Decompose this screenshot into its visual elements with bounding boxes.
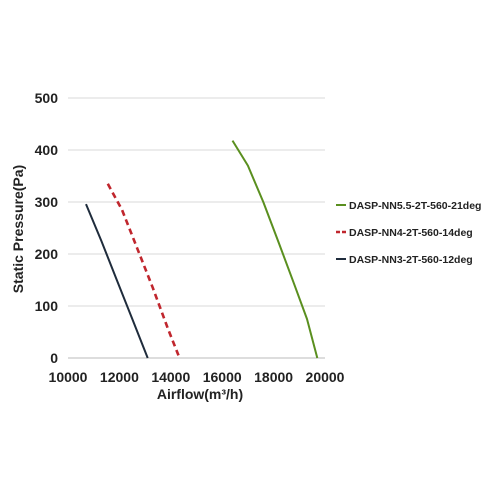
series-line-1 <box>231 140 319 359</box>
series-lines <box>85 140 319 359</box>
x-tick-label: 18000 <box>254 369 293 385</box>
x-tick-label: 14000 <box>151 369 190 385</box>
grid <box>68 97 325 359</box>
legend-label-3: DASP-NN3-2T-560-12deg <box>349 254 473 266</box>
x-axis-title: Airflow(m³/h) <box>157 386 243 402</box>
y-tick-label: 500 <box>35 90 59 106</box>
legend-label-2: DASP-NN4-2T-560-14deg <box>349 227 473 239</box>
x-tick-label: 12000 <box>100 369 139 385</box>
legend-label-1: DASP-NN5.5-2T-560-21deg <box>349 200 481 212</box>
x-tick-label: 16000 <box>203 369 242 385</box>
x-tick-label: 20000 <box>306 369 345 385</box>
series-line-3 <box>85 203 149 359</box>
y-axis-title: Static Pressure(Pa) <box>10 165 26 293</box>
y-tick-label: 400 <box>35 142 59 158</box>
y-tick-label: 0 <box>50 350 58 366</box>
y-tick-label: 100 <box>35 298 59 314</box>
y-axis-ticks: 0 100 200 300 400 500 <box>35 90 59 366</box>
x-axis-ticks: 10000 12000 14000 16000 18000 20000 <box>49 369 345 385</box>
y-tick-label: 200 <box>35 246 59 262</box>
x-tick-label: 10000 <box>49 369 88 385</box>
y-tick-label: 300 <box>35 194 59 210</box>
legend: DASP-NN5.5-2T-560-21deg DASP-NN4-2T-560-1… <box>336 200 481 266</box>
series-line-2 <box>106 183 180 356</box>
